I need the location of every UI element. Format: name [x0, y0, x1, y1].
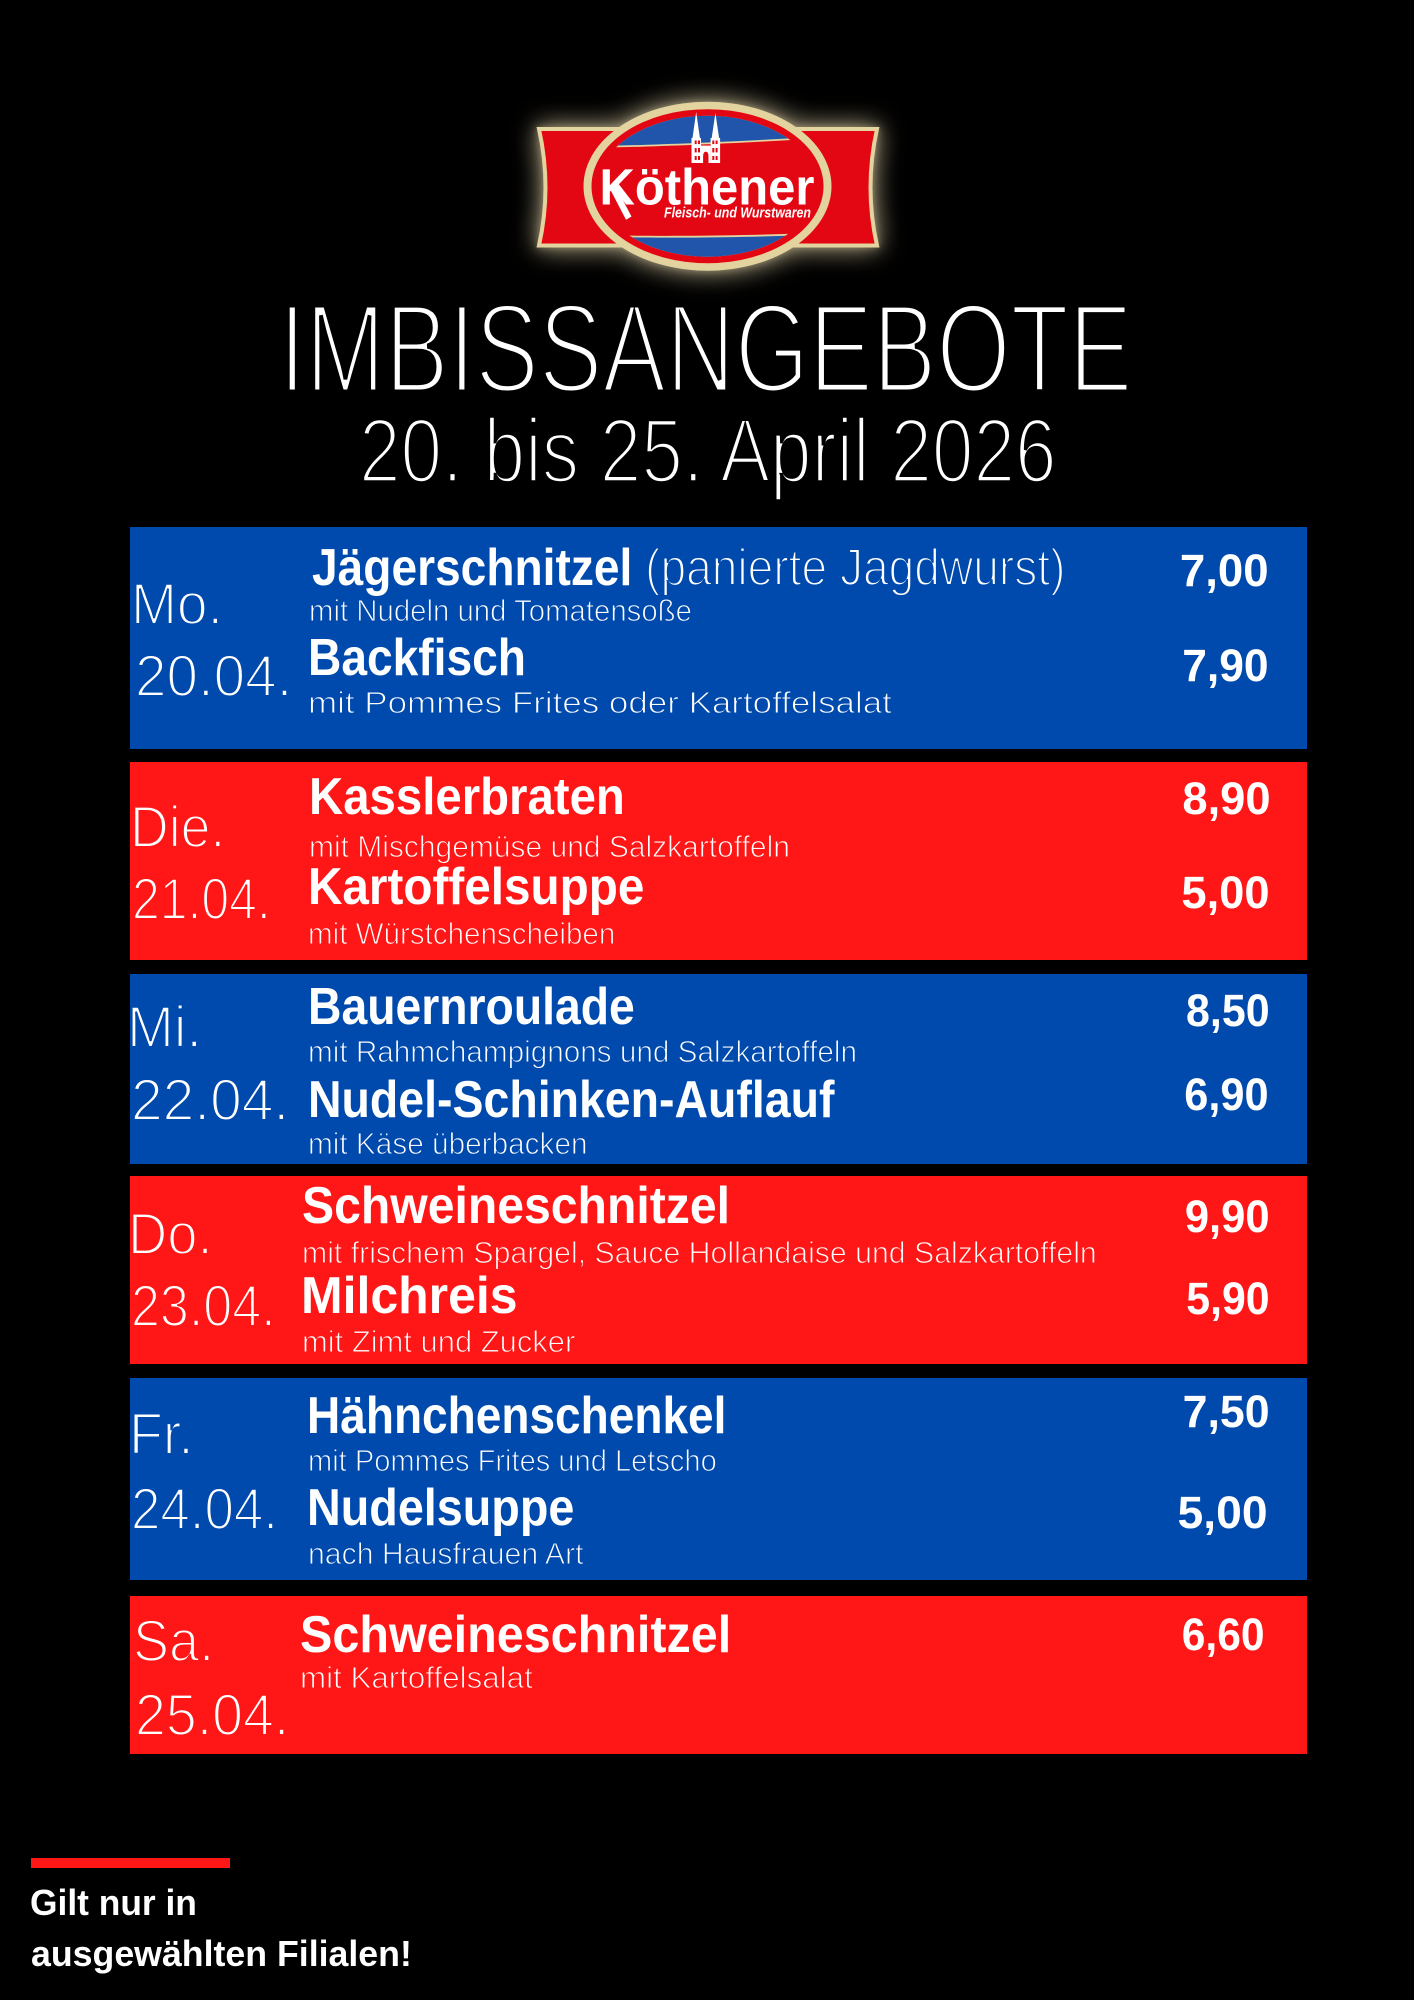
svg-text:Köthener: Köthener	[600, 159, 815, 216]
svg-text:Fleisch- und Wurstwaren: Fleisch- und Wurstwaren	[664, 205, 811, 222]
